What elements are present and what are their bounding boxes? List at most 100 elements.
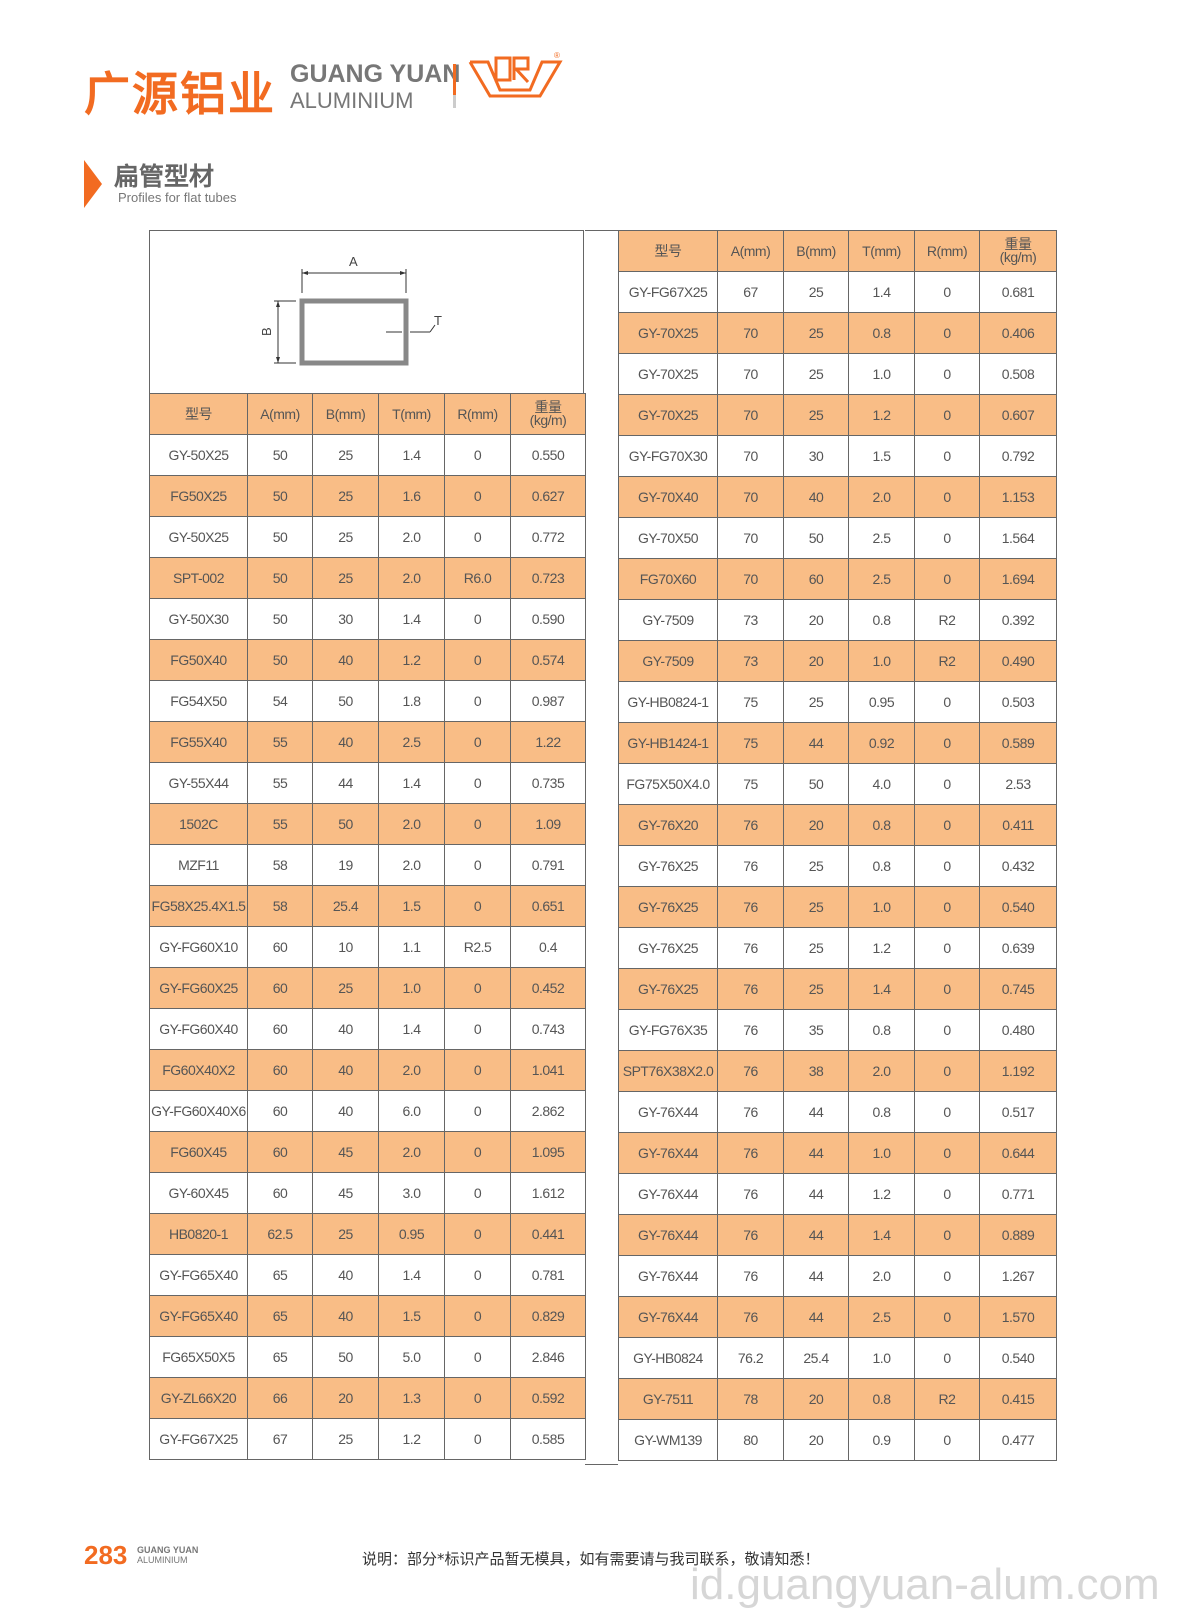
table-row: FG54X50 54 50 1.8 0 0.987	[149, 680, 586, 722]
table-cell: GY-76X25	[618, 886, 718, 928]
table-cell: 2.5	[848, 1296, 915, 1338]
table-cell: 25	[312, 475, 379, 517]
table-cell: SPT-002	[149, 557, 248, 599]
table-cell: 0	[444, 844, 511, 886]
table-cell: 0.735	[510, 762, 586, 804]
table-cell: 0.517	[979, 1091, 1057, 1133]
table-cell: 50	[312, 1336, 379, 1378]
table-cell: 45	[312, 1172, 379, 1214]
table-row: GY-50X30 50 30 1.4 0 0.590	[149, 598, 586, 640]
table-cell: 50	[783, 763, 849, 805]
table-cell: 40	[783, 476, 849, 518]
table-cell: 60	[247, 1131, 313, 1173]
table-cell: 0	[914, 1132, 980, 1174]
table-cell: 0.585	[510, 1418, 586, 1460]
table-row: FG58X25.4X1.5 58 25.4 1.5 0 0.651	[149, 885, 586, 927]
table-cell: 0.639	[979, 927, 1057, 969]
table-cell: 70	[717, 517, 784, 559]
table-cell: GY-76X25	[618, 968, 718, 1010]
footer-brand-line2: ALUMINIUM	[137, 1555, 188, 1565]
table-row: FG60X45 60 45 2.0 0 1.095	[149, 1131, 586, 1173]
table-header-row: 型号 A(mm) B(mm) T(mm) R(mm) 重量 (kg/m)	[149, 393, 586, 435]
table-cell: R2	[914, 640, 980, 682]
table-cell: 44	[783, 1173, 849, 1215]
table-cell: 0	[914, 968, 980, 1010]
table-cell: 25	[783, 353, 849, 395]
table-cell: 0.723	[510, 557, 586, 599]
table-row: GY-FG60X40 60 40 1.4 0 0.743	[149, 1008, 586, 1050]
table-cell: 2.5	[848, 517, 915, 559]
table-cell: 0.8	[848, 1378, 915, 1420]
table-row: FG65X50X5 65 50 5.0 0 2.846	[149, 1336, 586, 1378]
table-cell: 1.0	[848, 1337, 915, 1379]
brand-logo-en-line2: ALUMINIUM	[290, 88, 414, 113]
table-cell: 67	[247, 1418, 313, 1460]
table-cell: GY-76X25	[618, 927, 718, 969]
table-cell: 20	[783, 599, 849, 641]
table-cell: 1.0	[848, 640, 915, 682]
column-header: B(mm)	[312, 393, 379, 435]
table-cell: 0.8	[848, 1091, 915, 1133]
table-cell: 0.8	[848, 804, 915, 846]
table-cell: 65	[247, 1254, 313, 1296]
table-cell: 0.8	[848, 845, 915, 887]
table-cell: 0	[444, 1377, 511, 1419]
table-cell: 0.889	[979, 1214, 1057, 1256]
table-row: GY-FG60X10 60 10 1.1 R2.5 0.4	[149, 926, 586, 968]
table-row: GY-55X44 55 44 1.4 0 0.735	[149, 762, 586, 804]
table-cell: 1.5	[378, 885, 445, 927]
footer-note: 说明：部分*标识产品暂无模具，如有需要请与我司联系，敬请知悉！	[362, 1550, 820, 1568]
table-cell: 40	[312, 1008, 379, 1050]
table-cell: HB0820-1	[149, 1213, 248, 1255]
table-row: SPT-002 50 25 2.0 R6.0 0.723	[149, 557, 586, 599]
table-row: GY-60X45 60 45 3.0 0 1.612	[149, 1172, 586, 1214]
table-cell: 1.3	[378, 1377, 445, 1419]
table-cell: 1.6	[378, 475, 445, 517]
table-cell: 1.4	[848, 968, 915, 1010]
table-cell: FG65X50X5	[149, 1336, 248, 1378]
table-cell: 76	[717, 1173, 784, 1215]
table-cell: 55	[247, 803, 313, 845]
table-cell: MZF11	[149, 844, 248, 886]
table-cell: GY-7509	[618, 599, 718, 641]
table-cell: 5.0	[378, 1336, 445, 1378]
table-cell: 30	[312, 598, 379, 640]
table-row: GY-FG60X40X6 60 40 6.0 0 2.862	[149, 1090, 586, 1132]
table-cell: 0	[914, 1050, 980, 1092]
table-cell: 0.432	[979, 845, 1057, 887]
table-cell: 0	[914, 1009, 980, 1051]
table-cell: 25.4	[312, 885, 379, 927]
table-cell: 0	[444, 1049, 511, 1091]
table-cell: 0.550	[510, 434, 586, 476]
table-row: FG60X40X2 60 40 2.0 0 1.041	[149, 1049, 586, 1091]
table-cell: GY-60X45	[149, 1172, 248, 1214]
watermark: id.guangyuan-alum.com	[690, 1560, 1160, 1609]
table-cell: 60	[247, 1049, 313, 1091]
table-cell: 0.9	[848, 1419, 915, 1461]
table-cell: 0.772	[510, 516, 586, 558]
dimension-label-t: T	[434, 313, 442, 328]
table-cell: 25	[783, 312, 849, 354]
table-cell: 0	[444, 762, 511, 804]
table-cell: 2.0	[378, 1131, 445, 1173]
table-cell: 60	[247, 1008, 313, 1050]
table-cell: 0	[444, 1172, 511, 1214]
table-cell: 73	[717, 640, 784, 682]
table-cell: 0	[914, 1255, 980, 1297]
table-row: GY-76X44 76 44 1.2 0 0.771	[618, 1173, 1057, 1215]
table-cell: GY-FG76X35	[618, 1009, 718, 1051]
table-cell: 0	[914, 722, 980, 764]
table-row: GY-76X25 76 25 1.0 0 0.540	[618, 886, 1057, 928]
table-cell: 0	[444, 1295, 511, 1337]
table-cell: 0	[914, 558, 980, 600]
table-cell: 0.392	[979, 599, 1057, 641]
table-cell: GY-FG60X10	[149, 926, 248, 968]
table-cell: 0	[444, 680, 511, 722]
table-cell: 0	[444, 1131, 511, 1173]
table-cell: 58	[247, 844, 313, 886]
table-cell: GY-50X30	[149, 598, 248, 640]
table-cell: 25	[783, 394, 849, 436]
table-cell: FG50X40	[149, 639, 248, 681]
spec-table-right: 型号 A(mm) B(mm) T(mm) R(mm) 重量 (kg/m) GY-FG67X…	[618, 230, 1057, 1461]
